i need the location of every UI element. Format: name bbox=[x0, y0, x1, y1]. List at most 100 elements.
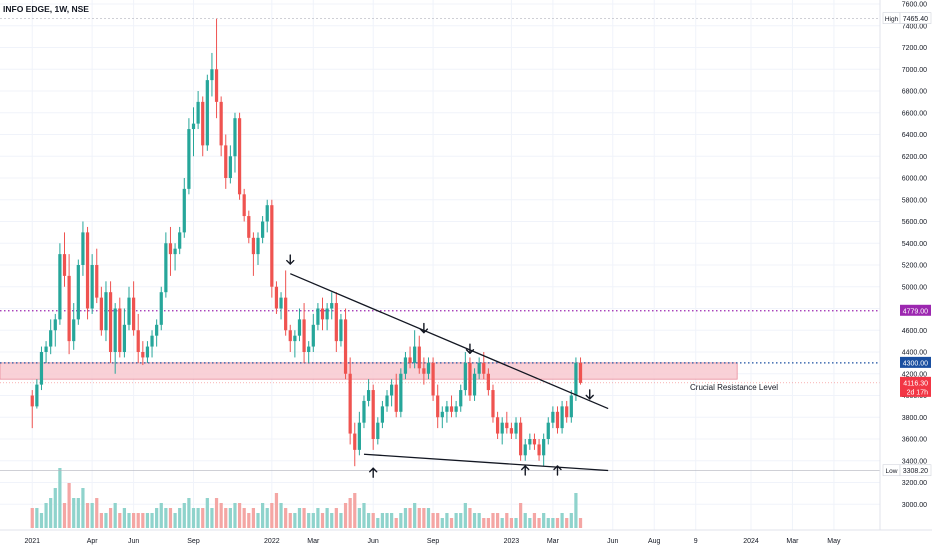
volume-bar bbox=[62, 503, 67, 528]
candle-body bbox=[546, 422, 550, 439]
price-tick-label: 6200.00 bbox=[902, 154, 927, 161]
volume-bar bbox=[256, 513, 260, 528]
candle bbox=[408, 346, 412, 369]
time-tick-label: 9 bbox=[694, 538, 698, 545]
candle-body bbox=[76, 265, 80, 320]
volume-bar bbox=[394, 518, 398, 528]
candle-body bbox=[528, 439, 532, 445]
candle bbox=[422, 357, 426, 385]
candle-body bbox=[348, 373, 352, 434]
candle bbox=[122, 308, 127, 358]
candle bbox=[574, 357, 578, 401]
volume-bar bbox=[371, 513, 375, 528]
volume-bar bbox=[514, 518, 518, 528]
volume-bar bbox=[67, 483, 71, 528]
candle-body bbox=[159, 292, 163, 325]
volume-bar bbox=[390, 513, 394, 528]
candle-body bbox=[343, 319, 348, 374]
candle bbox=[551, 406, 555, 429]
candle bbox=[85, 226, 90, 320]
candle-body bbox=[417, 346, 421, 369]
volume-bar bbox=[182, 503, 186, 528]
time-tick-label: Jun bbox=[128, 538, 139, 545]
candle bbox=[311, 313, 315, 352]
price-tick-label: 4200.00 bbox=[902, 371, 927, 378]
candle bbox=[431, 357, 435, 401]
volume-bar bbox=[542, 513, 546, 528]
candle-body bbox=[569, 395, 573, 418]
descending-resistance-line[interactable] bbox=[290, 273, 609, 410]
candle bbox=[113, 303, 117, 374]
candle bbox=[394, 373, 398, 418]
candle-body bbox=[39, 352, 44, 385]
arrow-head bbox=[585, 394, 594, 400]
candle-body bbox=[136, 330, 140, 352]
candle bbox=[537, 439, 541, 461]
candle bbox=[288, 324, 292, 352]
price-axis[interactable]: 3000.003200.003400.003600.003800.004000.… bbox=[902, 2, 927, 509]
volume-bar bbox=[403, 508, 408, 528]
candle-body bbox=[81, 232, 85, 265]
candle-body bbox=[440, 411, 444, 418]
price-tick-label: 3200.00 bbox=[902, 480, 927, 487]
candle-body bbox=[53, 319, 57, 331]
time-tick-label: Mar bbox=[547, 538, 560, 545]
candle-body bbox=[307, 346, 311, 352]
candle bbox=[164, 232, 168, 298]
candle bbox=[449, 395, 454, 418]
candle-body bbox=[62, 254, 67, 276]
candle bbox=[141, 341, 145, 366]
candle bbox=[284, 270, 288, 336]
candle-body bbox=[164, 243, 168, 293]
candle bbox=[555, 406, 560, 434]
candle-body bbox=[182, 188, 186, 233]
candle-body bbox=[219, 101, 223, 146]
time-tick-label: Jun bbox=[607, 538, 618, 545]
volume-bar bbox=[311, 513, 315, 528]
candle-body bbox=[251, 237, 256, 255]
volume-bar bbox=[288, 513, 292, 528]
volume-bar bbox=[270, 503, 274, 528]
arrow-up-icon bbox=[553, 465, 562, 476]
volume-bar bbox=[376, 518, 380, 528]
time-axis[interactable]: 2021 Apr Jun Sep 2022 Mar Jun Sep 2023 Mar Jun Aug 9… bbox=[24, 538, 841, 545]
candle bbox=[228, 145, 232, 184]
candle-body bbox=[316, 308, 320, 325]
candle bbox=[482, 352, 486, 380]
candle bbox=[426, 357, 431, 380]
price-tick-label: 5000.00 bbox=[902, 284, 927, 291]
volume-bar bbox=[459, 513, 463, 528]
candle bbox=[353, 422, 357, 467]
candle-body bbox=[274, 286, 279, 309]
volume-bar bbox=[30, 508, 34, 528]
candle-body bbox=[293, 335, 297, 342]
candle bbox=[334, 292, 338, 352]
candle bbox=[214, 18, 219, 119]
price-tick-label: 7400.00 bbox=[902, 23, 927, 30]
candle-body bbox=[173, 248, 177, 255]
arrow-down-icon bbox=[585, 389, 594, 400]
time-tick-label: Aug bbox=[648, 538, 661, 545]
candle bbox=[325, 303, 329, 331]
volume-bar bbox=[150, 513, 154, 528]
candle bbox=[514, 417, 518, 439]
candle bbox=[316, 303, 320, 331]
volume-bar bbox=[224, 508, 228, 528]
candle-body bbox=[339, 319, 343, 342]
volume-bar bbox=[528, 518, 532, 528]
candle-body bbox=[542, 439, 546, 456]
volume-bar bbox=[440, 518, 444, 528]
annotation-arrows bbox=[286, 254, 594, 478]
candle bbox=[362, 395, 366, 429]
candle bbox=[445, 400, 449, 423]
price-tick-label: 3600.00 bbox=[902, 437, 927, 444]
candle bbox=[472, 368, 477, 401]
candle-body bbox=[565, 406, 569, 418]
candle-body bbox=[288, 330, 292, 342]
volume-bar bbox=[431, 513, 435, 528]
support-line[interactable] bbox=[363, 453, 609, 472]
trendlines[interactable] bbox=[290, 273, 609, 472]
volume-bar bbox=[205, 498, 209, 528]
